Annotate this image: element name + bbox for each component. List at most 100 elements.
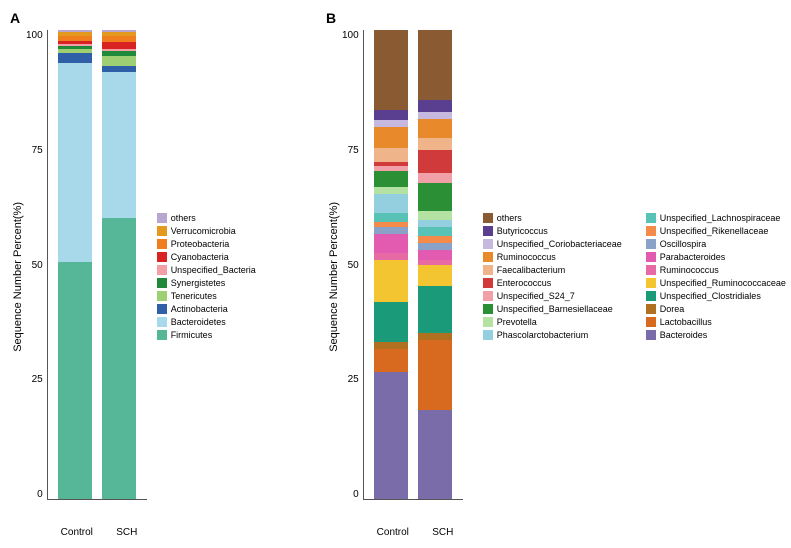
legend-label: others	[171, 213, 196, 223]
legend-item: Unspecified_Clostridiales	[646, 291, 786, 301]
segment	[374, 194, 408, 213]
panel-a: A Sequence Number Percent(%) 1007550250 …	[10, 10, 326, 538]
legend-label: Firmicutes	[171, 330, 213, 340]
legend-label: Unspecified_Clostridiales	[660, 291, 761, 301]
legend-item: others	[157, 213, 256, 223]
ytick-label: 50	[348, 260, 359, 271]
legend-item: Proteobacteria	[157, 239, 256, 249]
legend-item: Tenericutes	[157, 291, 256, 301]
legend-label: Oscillospira	[660, 239, 707, 249]
ytick-label: 0	[353, 489, 359, 500]
legend-item: Bacteroidetes	[157, 317, 256, 327]
segment	[374, 302, 408, 342]
segment	[102, 72, 136, 217]
segment	[374, 372, 408, 499]
legend-item: Unspecified_Ruminococcaceae	[646, 278, 786, 288]
legend-label: Bacteroidetes	[171, 317, 226, 327]
legend-swatch	[483, 252, 493, 262]
legend-swatch	[157, 239, 167, 249]
legend-item: others	[483, 213, 622, 223]
segment	[418, 286, 452, 333]
legend-swatch	[483, 317, 493, 327]
legend-item: Oscillospira	[646, 239, 786, 249]
xtick-label: SCH	[432, 527, 453, 538]
legend-swatch	[483, 226, 493, 236]
legend-label: Synergistetes	[171, 278, 226, 288]
legend-swatch	[483, 265, 493, 275]
ytick-label: 100	[26, 30, 43, 41]
segment	[374, 234, 408, 253]
legend-swatch	[483, 278, 493, 288]
segment	[58, 53, 92, 62]
legend-item: Actinobacteria	[157, 304, 256, 314]
segment	[58, 262, 92, 499]
legend-item: Faecalibacterium	[483, 265, 622, 275]
legend-item: Unspecified_Rikenellaceae	[646, 226, 786, 236]
legend-swatch	[483, 330, 493, 340]
legend-label: Ruminococcus	[660, 265, 719, 275]
legend-label: Butyricoccus	[497, 226, 548, 236]
segment	[418, 410, 452, 499]
legend-item: Butyricoccus	[483, 226, 622, 236]
legend-item: Bacteroides	[646, 330, 786, 340]
panel-b-plot-row: Sequence Number Percent(%) 1007550250 ot…	[326, 30, 781, 523]
xtick-label: Control	[61, 527, 93, 538]
legend-label: Phascolarctobacterium	[497, 330, 589, 340]
segment	[418, 119, 452, 138]
legend-swatch	[646, 317, 656, 327]
segment	[102, 56, 136, 65]
legend-label: Tenericutes	[171, 291, 217, 301]
legend-label: Unspecified_Barnesiellaceae	[497, 304, 613, 314]
segment	[58, 63, 92, 262]
bar-control	[58, 30, 92, 499]
legend-label: Faecalibacterium	[497, 265, 566, 275]
segment	[374, 227, 408, 234]
legend-swatch	[483, 291, 493, 301]
bar-sch	[102, 30, 136, 499]
segment	[374, 213, 408, 222]
segment	[374, 110, 408, 120]
legend-swatch	[157, 291, 167, 301]
segment	[374, 260, 408, 302]
legend-label: Unspecified_Ruminococcaceae	[660, 278, 786, 288]
legend-label: Lactobacillus	[660, 317, 712, 327]
legend-swatch	[646, 291, 656, 301]
segment	[418, 138, 452, 150]
legend-item: Lactobacillus	[646, 317, 786, 327]
legend-item: Unspecified_Lachnospiraceae	[646, 213, 786, 223]
panel-b-legend: others Butyricoccus Unspecified_Coriobacte…	[473, 30, 786, 523]
segment	[418, 227, 452, 236]
ytick-label: 25	[32, 374, 43, 385]
panel-a-legend: others Verrucomicrobia Proteobacteria Cyano…	[157, 30, 256, 523]
legend-label: Actinobacteria	[171, 304, 228, 314]
legend-label: Enterococcus	[497, 278, 552, 288]
segment	[374, 187, 408, 194]
legend-item: Unspecified_Barnesiellaceae	[483, 304, 622, 314]
legend-item: Unspecified_Coriobacteriaceae	[483, 239, 622, 249]
legend-swatch	[157, 265, 167, 275]
legend-label: Unspecified_S24_7	[497, 291, 575, 301]
ytick-label: 25	[348, 374, 359, 385]
legend-item: Enterococcus	[483, 278, 622, 288]
segment	[418, 211, 452, 220]
segment	[418, 243, 452, 250]
ytick-label: 75	[32, 145, 43, 156]
legend-swatch	[646, 278, 656, 288]
segment	[374, 171, 408, 187]
segment	[374, 127, 408, 148]
legend-label: Unspecified_Coriobacteriaceae	[497, 239, 622, 249]
legend-swatch	[646, 226, 656, 236]
panel-b-yaxis: 1007550250	[342, 30, 363, 500]
legend-item: Verrucomicrobia	[157, 226, 256, 236]
bar-control	[374, 30, 408, 499]
segment	[102, 42, 136, 49]
segment	[418, 30, 452, 100]
panel-a-yaxis: 1007550250	[26, 30, 47, 500]
legend-item: Cyanobacteria	[157, 252, 256, 262]
segment	[418, 112, 452, 119]
panel-a-xlabels: ControlSCH	[49, 523, 149, 538]
legend-swatch	[483, 239, 493, 249]
legend-item: Phascolarctobacterium	[483, 330, 622, 340]
panel-b: B Sequence Number Percent(%) 1007550250 …	[326, 10, 781, 538]
legend-swatch	[646, 252, 656, 262]
